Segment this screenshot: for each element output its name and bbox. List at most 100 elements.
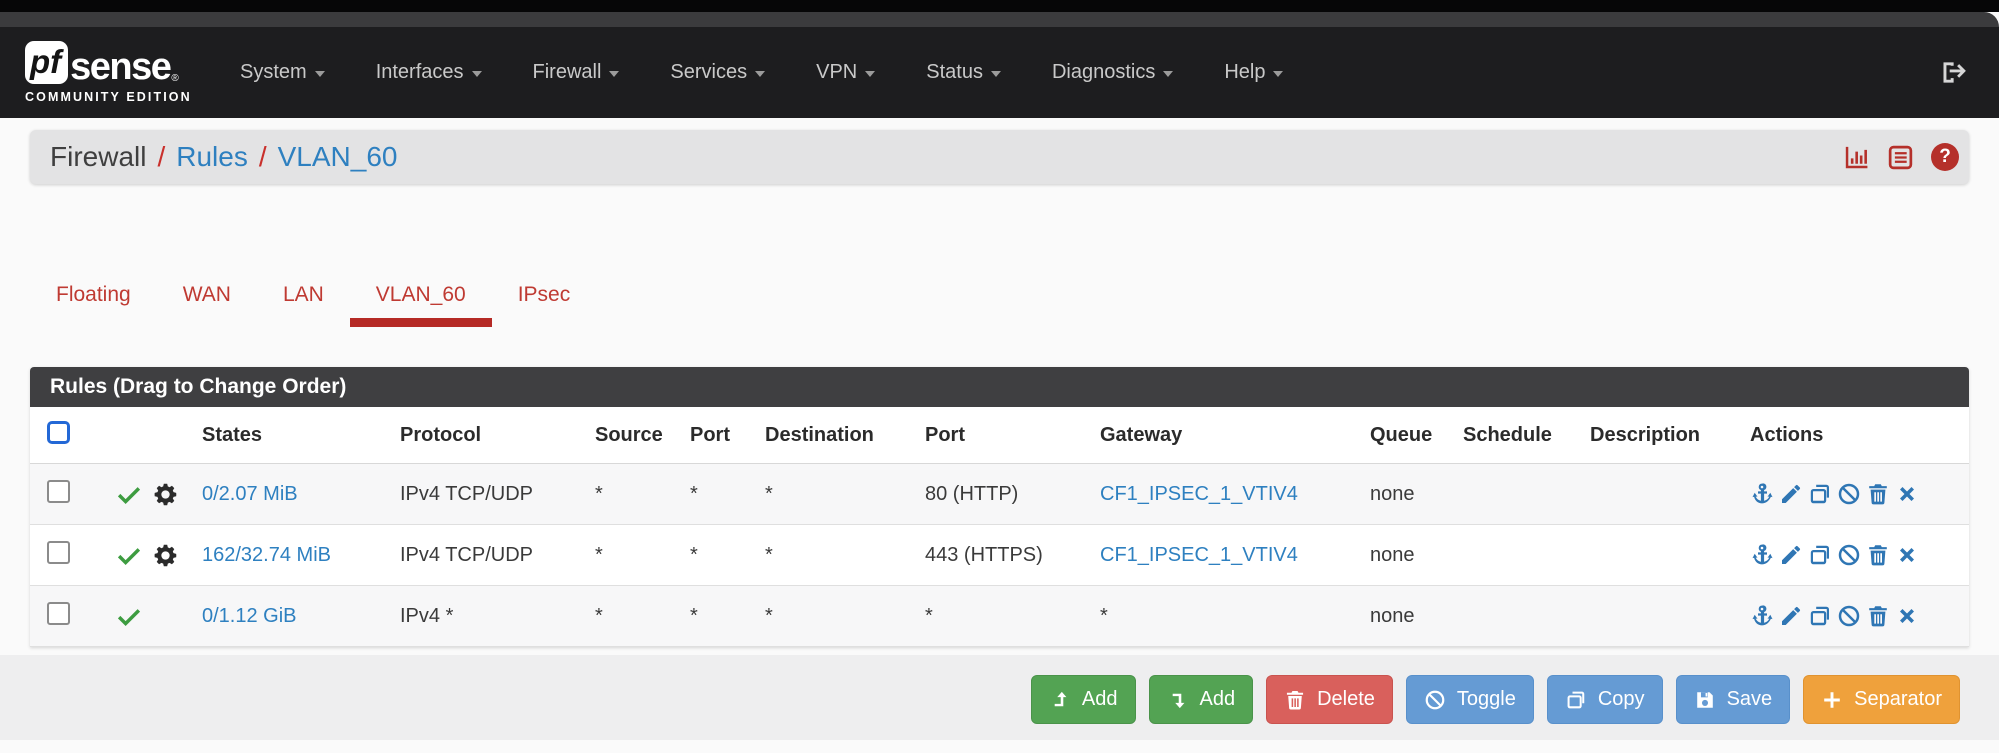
queue-cell: none [1370, 543, 1415, 566]
close-x-icon[interactable] [1895, 543, 1919, 567]
delete-trash-icon[interactable] [1866, 543, 1890, 567]
col-states: States [202, 423, 263, 446]
copy-icon[interactable] [1808, 604, 1832, 628]
edit-pencil-icon[interactable] [1779, 543, 1803, 567]
separator-button[interactable]: Separator [1803, 675, 1960, 724]
col-gateway: Gateway [1100, 423, 1183, 446]
close-x-icon[interactable] [1895, 482, 1919, 506]
col-destination: Destination [765, 423, 874, 446]
row-select-checkbox[interactable] [47, 601, 70, 625]
bar-chart-icon[interactable] [1843, 144, 1870, 171]
states-link[interactable]: 0/1.12 GiB [202, 604, 297, 627]
list-log-icon[interactable] [1887, 144, 1914, 171]
select-all-checkbox[interactable] [47, 420, 70, 444]
protocol-cell: IPv4 TCP/UDP [400, 482, 533, 505]
queue-cell: none [1370, 604, 1415, 627]
destination-cell: * [765, 543, 773, 566]
menu-item-firewall[interactable]: Firewall [533, 61, 620, 84]
col-description: Description [1590, 423, 1701, 446]
rule-pass-check-icon[interactable] [115, 480, 143, 508]
dest-port-cell: 80 (HTTP) [925, 482, 1019, 505]
add-rule-bottom-button[interactable]: Add [1148, 675, 1254, 724]
edit-pencil-icon[interactable] [1779, 604, 1803, 628]
disable-ban-icon[interactable] [1837, 482, 1861, 506]
table-row[interactable]: 162/32.74 MiB IPv4 TCP/UDP * * * 443 (HT… [30, 525, 1969, 586]
anchor-icon[interactable] [1750, 482, 1774, 506]
sign-out-icon[interactable] [1939, 59, 1966, 86]
logo-pf-tile: pf [25, 41, 69, 84]
tab-lan[interactable]: LAN [282, 283, 324, 306]
help-question-icon[interactable]: ? [1931, 143, 1959, 171]
row-select-checkbox[interactable] [47, 479, 70, 503]
save-button[interactable]: Save [1675, 675, 1791, 724]
logo-sense-text: sense [70, 45, 172, 88]
menu-item-status[interactable]: Status [926, 61, 1001, 84]
chevron-down-icon [755, 71, 766, 77]
copy-icon[interactable] [1808, 482, 1832, 506]
gateway-cell: * [1100, 604, 1108, 627]
disable-ban-icon[interactable] [1837, 543, 1861, 567]
disable-ban-icon[interactable] [1837, 604, 1861, 628]
rule-pass-check-icon[interactable] [115, 602, 143, 630]
gateway-link[interactable]: CF1_IPSEC_1_VTIV4 [1100, 543, 1298, 566]
tab-ipsec[interactable]: IPsec [517, 283, 571, 306]
main-menu: System Interfaces Firewall Services VPN … [240, 61, 1284, 84]
rule-pass-check-icon[interactable] [115, 541, 143, 569]
level-down-icon [1167, 689, 1189, 711]
queue-cell: none [1370, 482, 1415, 505]
interface-tabs: Floating WAN LAN VLAN_60 IPsec [30, 283, 1999, 327]
table-row[interactable]: 0/2.07 MiB IPv4 TCP/UDP * * * 80 (HTTP) … [30, 464, 1969, 525]
pfsense-logo[interactable]: pf sense ® COMMUNITY EDITION [25, 41, 220, 104]
advanced-settings-gear-icon [152, 542, 179, 569]
copy-button[interactable]: Copy [1546, 675, 1663, 724]
tab-wan[interactable]: WAN [182, 283, 231, 306]
table-row[interactable]: 0/1.12 GiB IPv4 * * * * * * none [30, 586, 1969, 647]
states-link[interactable]: 162/32.74 MiB [202, 543, 331, 566]
chevron-down-icon [865, 71, 876, 77]
close-x-icon[interactable] [1895, 604, 1919, 628]
chevron-down-icon [1163, 71, 1174, 77]
advanced-settings-gear-icon [152, 481, 179, 508]
window-title-strip [0, 12, 1999, 27]
col-protocol: Protocol [400, 423, 482, 446]
rules-panel: Rules (Drag to Change Order) States Prot… [30, 367, 1969, 647]
col-source: Source [595, 423, 663, 446]
menu-item-system[interactable]: System [240, 61, 325, 84]
menu-item-services[interactable]: Services [670, 61, 766, 84]
destination-cell: * [765, 604, 773, 627]
chevron-down-icon [609, 71, 620, 77]
source-port-cell: * [690, 604, 698, 627]
menu-item-vpn[interactable]: VPN [816, 61, 876, 84]
breadcrumb-link-vlan60[interactable]: VLAN_60 [277, 141, 398, 172]
add-rule-top-button[interactable]: Add [1030, 675, 1136, 724]
menu-item-diagnostics[interactable]: Diagnostics [1052, 61, 1174, 84]
delete-button[interactable]: Delete [1266, 675, 1393, 724]
copy-icon[interactable] [1808, 543, 1832, 567]
delete-trash-icon[interactable] [1866, 482, 1890, 506]
row-select-checkbox[interactable] [47, 540, 70, 564]
breadcrumb: Firewall / Rules / VLAN_60 ? [30, 130, 1969, 184]
anchor-icon[interactable] [1750, 604, 1774, 628]
save-floppy-icon [1694, 689, 1716, 711]
source-port-cell: * [690, 543, 698, 566]
delete-trash-icon[interactable] [1866, 604, 1890, 628]
protocol-cell: IPv4 TCP/UDP [400, 543, 533, 566]
dest-port-cell: 443 (HTTPS) [925, 543, 1043, 566]
toggle-button[interactable]: Toggle [1405, 675, 1534, 724]
gateway-link[interactable]: CF1_IPSEC_1_VTIV4 [1100, 482, 1298, 505]
edit-pencil-icon[interactable] [1779, 482, 1803, 506]
menu-item-help[interactable]: Help [1224, 61, 1284, 84]
states-link[interactable]: 0/2.07 MiB [202, 482, 298, 505]
window-top-strip [0, 0, 1999, 12]
anchor-icon[interactable] [1750, 543, 1774, 567]
trash-icon [1284, 689, 1306, 711]
tab-floating[interactable]: Floating [56, 283, 131, 306]
copy-icon [1565, 689, 1587, 711]
breadcrumb-link-rules[interactable]: Rules [176, 141, 248, 172]
breadcrumb-section: Firewall [50, 141, 147, 172]
chevron-down-icon [314, 71, 325, 77]
logo-registered-mark: ® [171, 73, 179, 84]
menu-item-interfaces[interactable]: Interfaces [376, 61, 482, 84]
tab-vlan60[interactable]: VLAN_60 [349, 283, 492, 327]
col-port: Port [690, 423, 730, 446]
